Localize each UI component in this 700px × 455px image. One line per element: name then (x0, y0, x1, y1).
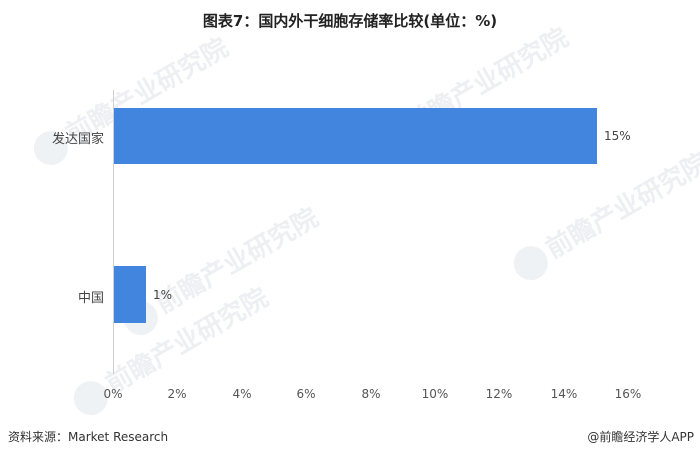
watermark-text: 前瞻产业研究院 (151, 202, 324, 320)
credit-note: @前瞻经济学人APP (587, 430, 694, 444)
x-tick: 12% (485, 387, 513, 401)
bar-china (114, 266, 146, 323)
watermark-logo-icon (507, 239, 554, 286)
x-tick: 2% (167, 387, 187, 401)
x-tick: 4% (232, 387, 252, 401)
x-tick: 14% (550, 387, 578, 401)
category-label: 中国 (77, 291, 104, 306)
x-tick: 8% (361, 387, 381, 401)
x-tick: 10% (421, 387, 449, 401)
source-note: 资料来源：Market Research (8, 430, 169, 444)
bar-developed-countries (114, 108, 597, 164)
chart-title: 图表7：国内外干细胞存储率比较(单位：%) (202, 12, 498, 30)
watermark-text: 前瞻产业研究院 (541, 147, 700, 265)
y-axis-line (113, 90, 114, 374)
watermark: 前瞻产业研究院 (505, 143, 700, 286)
category-label: 发达国家 (51, 132, 104, 147)
x-tick: 0% (103, 387, 123, 401)
x-tick: 16% (614, 387, 642, 401)
value-label: 1% (153, 288, 173, 302)
x-tick: 6% (296, 387, 316, 401)
watermark: 前瞻产业研究院 (115, 198, 325, 341)
value-label: 15% (604, 129, 631, 143)
